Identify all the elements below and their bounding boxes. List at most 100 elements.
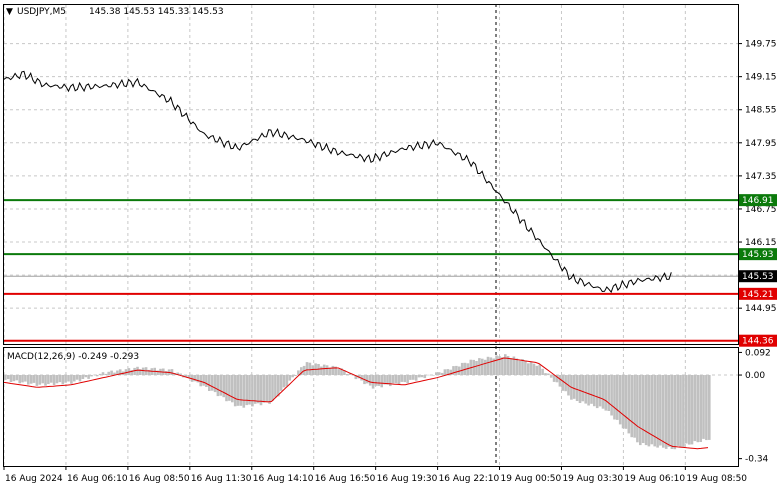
macd-bar xyxy=(466,363,470,375)
macd-bar xyxy=(527,363,530,375)
macd-label: MACD(12,26,9) -0.249 -0.293 xyxy=(7,352,139,362)
macd-bar xyxy=(636,375,639,443)
macd-bar xyxy=(423,375,427,379)
macd-bar xyxy=(291,375,294,378)
macd-bar xyxy=(236,375,240,406)
macd-bar xyxy=(472,359,475,375)
current-price-badge-bg xyxy=(739,270,777,283)
macd-bar xyxy=(702,375,705,439)
level-badge-bg xyxy=(739,287,777,300)
macd-bar xyxy=(141,367,145,375)
macd-bar xyxy=(420,375,424,378)
level-badge-label: 145.93 xyxy=(742,250,774,260)
dropdown-arrow-icon[interactable]: ▼ xyxy=(6,7,13,17)
level-badge-bg xyxy=(739,194,777,207)
macd-bar xyxy=(555,375,559,383)
macd-bar xyxy=(708,375,711,440)
macd-bar xyxy=(524,361,527,375)
macd-bar xyxy=(449,369,452,376)
macd-bar xyxy=(75,375,79,380)
macd-bar xyxy=(311,365,314,376)
macd-bar xyxy=(641,375,645,443)
macd-bar xyxy=(294,375,297,376)
x-tick-label: 16 Aug 08:50 xyxy=(129,474,190,484)
macd-bar xyxy=(644,375,648,446)
macd-bar xyxy=(136,366,139,375)
macd-bar xyxy=(435,372,438,376)
macd-bar xyxy=(216,375,220,397)
chart-symbol: USDJPY,M5 xyxy=(17,7,66,17)
macd-bar xyxy=(147,369,151,376)
macd-bar xyxy=(334,366,337,375)
x-tick-label: 16 Aug 14:10 xyxy=(253,474,314,484)
macd-bar xyxy=(558,375,562,387)
macd-bar xyxy=(489,357,493,375)
macd-bar xyxy=(254,375,257,404)
x-tick-label: 16 Aug 16:50 xyxy=(315,474,376,484)
macd-bar xyxy=(156,370,159,375)
price-line xyxy=(3,70,672,294)
macd-bar xyxy=(630,375,633,438)
macd-bar xyxy=(604,375,608,411)
macd-bar xyxy=(616,375,619,420)
macd-bar xyxy=(366,375,369,384)
macd-bar xyxy=(18,375,21,384)
macd-bar xyxy=(116,370,119,375)
main-pane-frame xyxy=(3,4,739,345)
level-badge-label: 145.21 xyxy=(742,290,774,300)
macd-bar xyxy=(547,373,550,376)
macd-bar xyxy=(107,371,110,375)
macd-bar xyxy=(176,372,179,375)
x-tick-label: 16 Aug 06:10 xyxy=(67,474,128,484)
macd-bar xyxy=(187,375,191,378)
macd-bar xyxy=(27,375,30,385)
macd-bar xyxy=(696,375,700,443)
macd-bar xyxy=(389,375,392,387)
macd-bar xyxy=(518,360,521,376)
macd-bar xyxy=(35,375,39,386)
macd-bar xyxy=(667,375,671,447)
macd-bar xyxy=(417,375,421,378)
macd-bar xyxy=(279,375,283,391)
macd-bar xyxy=(55,375,59,384)
macd-bar xyxy=(687,375,691,445)
macd-bar xyxy=(495,355,498,375)
macd-bar xyxy=(4,375,7,380)
macd-bar xyxy=(664,375,668,449)
macd-bar xyxy=(248,375,251,405)
macd-bar xyxy=(676,375,679,446)
y-tick-label: 148.55 xyxy=(745,106,777,116)
price-series xyxy=(3,70,672,294)
macd-bar xyxy=(242,375,246,408)
y-tick-label: 146.75 xyxy=(745,205,777,215)
macd-bar xyxy=(139,369,142,375)
macd-bar xyxy=(50,375,53,383)
macd-bar xyxy=(70,375,73,384)
macd-bar xyxy=(595,375,599,409)
macd-bar xyxy=(368,375,372,386)
macd-bar xyxy=(98,373,102,376)
macd-bar xyxy=(590,375,593,404)
macd-bar xyxy=(446,369,450,376)
level-badge-bg xyxy=(739,248,777,261)
macd-bar xyxy=(377,375,381,386)
macd-bar xyxy=(199,375,202,387)
macd-bar xyxy=(210,375,214,391)
macd-bar xyxy=(24,375,27,382)
x-tick-label: 19 Aug 06:10 xyxy=(624,474,685,484)
macd-bar xyxy=(552,375,556,382)
macd-bar xyxy=(179,373,182,375)
macd-bar xyxy=(251,375,254,407)
macd-bar xyxy=(371,375,375,389)
macd-bar xyxy=(515,358,519,375)
macd-bar xyxy=(274,375,277,398)
macd-bar xyxy=(685,375,688,444)
macd-bar xyxy=(285,375,289,387)
level-lines xyxy=(4,199,738,342)
macd-bar xyxy=(225,375,228,402)
x-tick-label: 19 Aug 03:30 xyxy=(562,474,623,484)
macd-bar xyxy=(67,375,70,382)
level-badges: 146.91 145.93 145.21 144.36 145.53 xyxy=(739,194,777,347)
macd-bar xyxy=(110,370,113,376)
